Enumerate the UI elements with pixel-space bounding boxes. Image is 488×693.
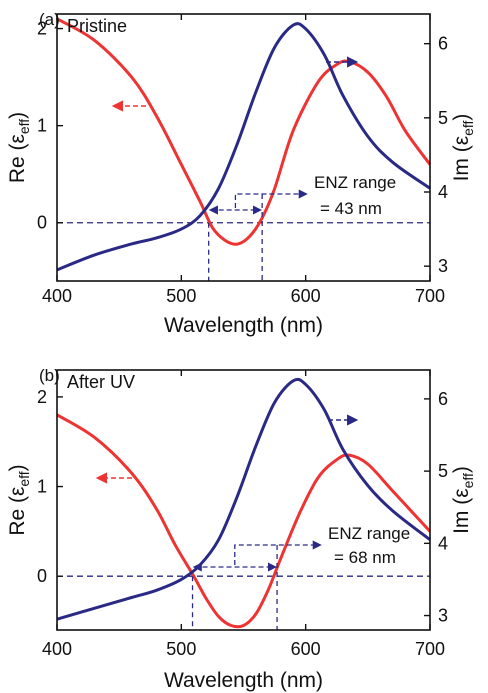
y-left-tick-label: 0 — [37, 213, 47, 233]
enz-label: ENZ range — [328, 524, 410, 543]
enz-value: = 43 nm — [320, 199, 382, 218]
y-left-tick-label: 1 — [37, 116, 47, 136]
y-right-label-main: Im (ε — [450, 488, 473, 534]
y-left-axis-label: Re (εeff) — [6, 464, 32, 535]
x-tick-label: 400 — [42, 286, 72, 306]
y-left-label-main: Re (ε — [6, 134, 29, 183]
x-axis-label: Wavelength (nm) — [164, 669, 323, 692]
y-left-tick-label: 2 — [37, 387, 47, 407]
x-axis-label: Wavelength (nm) — [164, 314, 323, 337]
enz-value: = 68 nm — [334, 548, 396, 567]
panel-title: After UV — [67, 372, 135, 392]
y-left-label-sub: eff — [16, 119, 32, 134]
y-right-tick-label: 6 — [438, 34, 448, 54]
y-left-label-close: ) — [6, 112, 29, 119]
y-right-tick-label: 6 — [438, 389, 448, 409]
panel-a: ENZ range = 43 nm 400 500 600 700 0 1 2 3 4 5 6 (a) Pr… — [6, 10, 476, 337]
y-left-label-close: ) — [6, 464, 29, 471]
y-right-tick-label: 4 — [438, 533, 448, 553]
y-right-tick-label: 4 — [438, 182, 448, 202]
series-line-re — [56, 413, 432, 629]
x-tick-label: 500 — [166, 639, 196, 659]
y-left-tick-label: 0 — [37, 566, 47, 586]
series-line-im — [56, 377, 431, 621]
y-right-tick-label: 3 — [438, 256, 448, 276]
enz-label: ENZ range — [314, 173, 396, 192]
series-line-re — [56, 17, 432, 246]
y-right-tick-label: 5 — [438, 461, 448, 481]
y-right-tick-label: 3 — [438, 606, 448, 626]
y-right-tick-label: 5 — [438, 108, 448, 128]
enz-callout-arrow — [234, 189, 308, 208]
x-tick-label: 500 — [166, 286, 196, 306]
x-tick-label: 600 — [291, 286, 321, 306]
series-line-im — [56, 22, 431, 272]
x-tick-label: 600 — [291, 639, 321, 659]
enz-callout-arrow — [234, 540, 322, 565]
panel-label: (a) — [39, 10, 60, 29]
y-right-axis-label: Im (εeff) — [450, 466, 476, 534]
y-right-label-main: Im (ε — [450, 136, 473, 182]
y-right-label-close: ) — [450, 114, 473, 121]
y-left-tick-label: 2 — [37, 19, 47, 39]
x-tick-label: 700 — [415, 639, 445, 659]
y-right-label-sub: eff — [460, 120, 476, 135]
plot-frame — [56, 369, 431, 631]
y-right-axis-label: Im (εeff) — [450, 114, 476, 182]
x-tick-label: 700 — [415, 286, 445, 306]
y-right-label-sub: eff — [460, 473, 476, 488]
x-tick-label: 400 — [42, 639, 72, 659]
y-right-label-close: ) — [450, 466, 473, 473]
panel-label: (b) — [39, 366, 60, 385]
y-left-label-main: Re (ε — [6, 487, 29, 536]
y-left-axis-label: Re (εeff) — [6, 112, 32, 183]
y-left-tick-label: 1 — [37, 477, 47, 497]
panel-b: ENZ range = 68 nm 400 500 600 700 0 1 2 3 4 5 6 (b) Af… — [6, 366, 476, 692]
plot-frame — [56, 13, 431, 282]
y-left-label-sub: eff — [16, 471, 32, 486]
panel-title: Pristine — [67, 16, 127, 36]
